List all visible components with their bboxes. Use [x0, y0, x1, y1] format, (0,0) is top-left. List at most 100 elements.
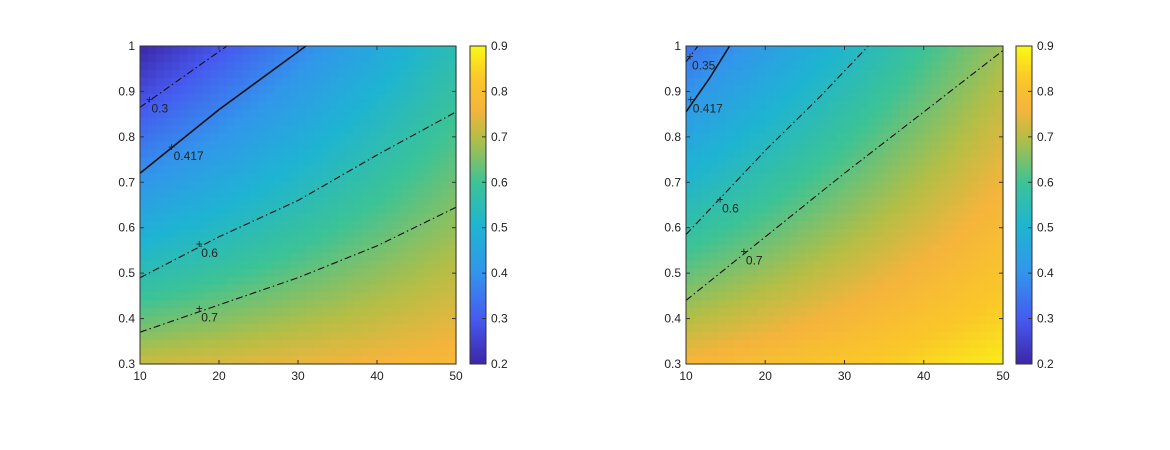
surface-cell: [258, 276, 267, 286]
surface-cell: [923, 252, 933, 262]
surface-cell: [876, 173, 885, 182]
surface-cell: [266, 284, 275, 294]
surface-cell: [147, 220, 157, 230]
surface-cell: [781, 268, 790, 278]
surface-cell: [353, 61, 362, 71]
surface-cell: [187, 220, 196, 230]
surface-cell: [163, 101, 173, 111]
surface-cell: [432, 268, 441, 278]
surface-cell: [258, 324, 267, 333]
surface-cell: [195, 173, 204, 182]
surface-cell: [955, 276, 964, 286]
surface-cell: [203, 292, 212, 301]
x-tick-label: 10: [679, 369, 693, 383]
surface-cell: [733, 284, 743, 294]
surface-cell: [219, 46, 228, 55]
surface-cell: [321, 165, 331, 174]
colorbar-frame: [469, 45, 487, 365]
surface-cell: [749, 109, 758, 119]
surface-cell: [931, 284, 941, 294]
surface-cell: [789, 308, 798, 317]
surface-cell: [907, 324, 917, 333]
surface-cell: [211, 292, 220, 301]
surface-cell: [749, 276, 758, 286]
surface-cell: [369, 61, 378, 71]
surface-cell: [179, 205, 188, 214]
surface-cell: [796, 356, 806, 365]
surface-cell: [789, 292, 798, 301]
surface-cell: [282, 197, 291, 206]
surface-cell: [163, 77, 173, 87]
surface-cell: [789, 61, 798, 71]
surface-cell: [757, 300, 766, 309]
surface-cell: [931, 165, 941, 174]
surface-cell: [907, 125, 917, 135]
surface-cell: [219, 117, 228, 127]
surface-cell: [979, 316, 988, 325]
surface-cell: [242, 308, 252, 317]
surface-cell: [298, 165, 307, 174]
surface-cell: [709, 117, 719, 127]
surface-cell: [258, 125, 267, 135]
surface-cell: [749, 205, 758, 214]
surface-cell: [820, 133, 830, 142]
surface-cell: [290, 157, 299, 166]
surface-cell: [781, 324, 790, 333]
surface-cell: [733, 268, 743, 278]
surface-cell: [187, 252, 196, 262]
surface-cell: [337, 300, 346, 309]
surface-cell: [686, 244, 695, 254]
surface-cell: [812, 149, 822, 158]
surface-cell: [868, 244, 877, 254]
surface-cell: [963, 316, 972, 325]
surface-cell: [163, 332, 173, 341]
surface-cell: [195, 324, 204, 333]
surface-cell: [749, 141, 758, 150]
surface-cell: [290, 356, 299, 365]
surface-cell: [701, 46, 711, 55]
surface-cell: [915, 93, 925, 103]
surface-cell: [899, 348, 909, 357]
surface-cell: [329, 236, 339, 246]
surface-cell: [195, 348, 204, 357]
surface-cell: [693, 332, 703, 341]
surface-cell: [844, 205, 854, 214]
surface-cell: [979, 332, 988, 341]
surface-cell: [915, 356, 925, 365]
surface-cell: [765, 308, 774, 317]
surface-cell: [899, 332, 909, 341]
surface-cell: [781, 69, 790, 79]
y-tick-label: 0.5: [664, 266, 681, 280]
surface-cell: [337, 316, 346, 325]
surface-cell: [907, 356, 917, 365]
surface-cell: [939, 220, 949, 230]
surface-cell: [219, 125, 228, 135]
surface-cell: [369, 141, 378, 150]
surface-cell: [408, 276, 418, 286]
surface-cell: [384, 340, 394, 349]
surface-cell: [757, 244, 766, 254]
surface-cell: [876, 332, 885, 341]
surface-cell: [140, 46, 149, 55]
surface-cell: [219, 109, 228, 119]
surface-cell: [400, 236, 410, 246]
surface-cell: [725, 85, 735, 95]
surface-cell: [400, 340, 410, 349]
surface-cell: [361, 53, 370, 63]
surface-cell: [796, 300, 806, 309]
surface-cell: [741, 212, 751, 222]
surface-cell: [195, 244, 204, 254]
surface-cell: [226, 276, 236, 286]
surface-cell: [329, 300, 339, 309]
surface-cell: [250, 236, 260, 246]
surface-cell: [828, 189, 838, 198]
contour-line-0.35: [685, 45, 699, 63]
surface-cell: [179, 141, 188, 150]
surface-cell: [828, 69, 838, 79]
surface-cell: [298, 348, 307, 357]
surface-cell: [392, 244, 402, 254]
surface-cell: [155, 149, 165, 158]
surface-cell: [931, 228, 941, 238]
surface-cell: [939, 276, 949, 286]
